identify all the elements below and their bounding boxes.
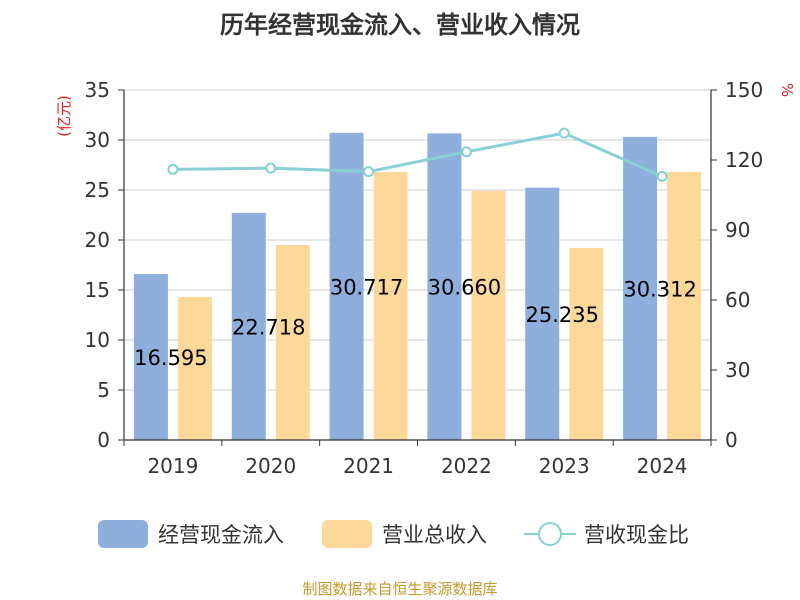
x-tick-label: 2024 [637, 454, 688, 478]
right-tick-label: 150 [725, 78, 763, 102]
cash-inflow-data-label: 16.595 [134, 346, 207, 370]
legend-label-ratio: 营收现金比 [584, 523, 689, 547]
left-tick-label: 10 [85, 328, 110, 352]
left-tick-label: 0 [97, 428, 110, 452]
legend-swatch-revenue [322, 520, 372, 548]
revenue-bar [177, 297, 212, 440]
legend-label-cash-inflow: 经营现金流入 [158, 523, 284, 547]
revenue-bar [667, 172, 702, 440]
x-tick-label: 2022 [441, 454, 492, 478]
bar-layer [133, 132, 702, 440]
cash-inflow-bar [427, 133, 462, 440]
x-tick-label: 2023 [539, 454, 590, 478]
left-axis-unit: (亿元) [55, 95, 73, 137]
cash-inflow-data-label: 30.717 [330, 275, 403, 299]
legend-item-revenue: 营业总收入 [322, 520, 487, 548]
cash-inflow-bar [329, 132, 364, 440]
x-tick-label: 2019 [147, 454, 198, 478]
right-tick-label: 120 [725, 148, 763, 172]
ratio-line-layer [167, 127, 668, 182]
legend-item-ratio: 营收现金比 [524, 522, 689, 547]
cash-inflow-data-label: 25.235 [526, 303, 599, 327]
right-axis-unit: % [778, 83, 796, 97]
right-tick-label: 30 [725, 358, 750, 382]
right-tick-label: 60 [725, 288, 750, 312]
axes: 0 5 10 15 20 25 30 35 0 30 60 90 120 150 2019 2020 2021 2… [85, 78, 764, 478]
left-tick-label: 15 [85, 278, 110, 302]
legend-label-revenue: 营业总收入 [382, 523, 487, 547]
revenue-bar [275, 245, 310, 440]
ratio-line [172, 131, 663, 178]
left-tick-label: 30 [85, 128, 110, 152]
left-tick-label: 5 [97, 378, 110, 402]
legend-marker-ratio [538, 522, 562, 546]
legend-swatch-cash-inflow [98, 520, 148, 548]
left-tick-label: 20 [85, 228, 110, 252]
ratio-point [265, 162, 277, 174]
cash-inflow-data-label: 22.718 [232, 315, 305, 339]
revenue-bar [471, 191, 506, 440]
cash-inflow-bar [525, 187, 560, 440]
ratio-point [656, 170, 668, 182]
data-labels: 16.595 22.718 30.717 30.660 25.235 30.312 [134, 275, 697, 370]
cash-inflow-data-label: 30.660 [428, 276, 501, 300]
left-tick-label: 35 [85, 78, 110, 102]
left-tick-label: 25 [85, 178, 110, 202]
ratio-point [363, 166, 375, 178]
revenue-bar [569, 248, 604, 440]
cash-inflow-bar [623, 136, 658, 440]
cash-inflow-bar [133, 274, 168, 440]
source-note: 制图数据来自恒生聚源数据库 [302, 580, 497, 598]
legend: 经营现金流入 营业总收入 营收现金比 [98, 520, 689, 548]
chart-title: 历年经营现金流入、营业收入情况 [220, 11, 580, 39]
legend-item-cash-inflow: 经营现金流入 [98, 520, 284, 548]
right-tick-label: 90 [725, 218, 750, 242]
revenue-bar [373, 172, 408, 440]
ratio-point [167, 163, 179, 175]
grid-lines [124, 89, 711, 441]
x-tick-label: 2020 [245, 454, 296, 478]
cash-inflow-bar [231, 212, 266, 440]
right-tick-label: 0 [725, 428, 738, 452]
ratio-point [558, 127, 570, 139]
x-tick-label: 2021 [343, 454, 394, 478]
cash-inflow-data-label: 30.312 [623, 277, 696, 301]
ratio-point [460, 146, 472, 158]
